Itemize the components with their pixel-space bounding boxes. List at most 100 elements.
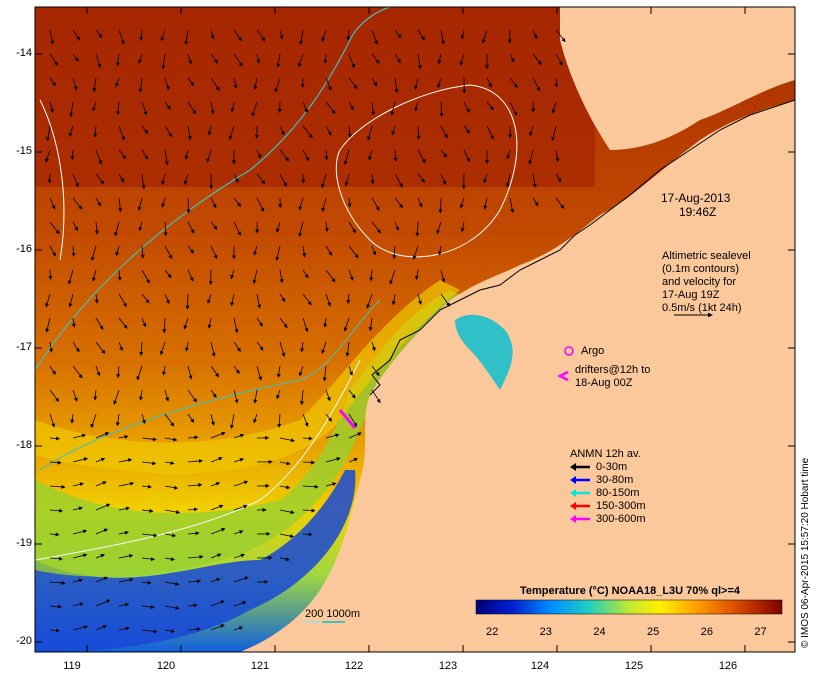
velocity-arrow <box>210 53 219 64</box>
velocity-arrow <box>532 173 537 188</box>
velocity-arrow <box>187 483 203 488</box>
velocity-arrow <box>210 29 215 40</box>
velocity-arrow <box>417 293 422 305</box>
velocity-arrow <box>343 149 350 166</box>
drifter-track <box>338 409 357 429</box>
velocity-arrow <box>481 29 488 44</box>
velocity-arrow <box>163 221 168 237</box>
velocity-arrow <box>509 197 515 214</box>
velocity-arrow <box>141 484 152 489</box>
velocity-arrow <box>49 365 56 375</box>
velocity-arrow <box>279 437 295 443</box>
velocity-arrow <box>233 626 244 631</box>
velocity-arrow <box>233 221 241 236</box>
velocity-arrow <box>187 554 204 559</box>
drifter-legend-marker <box>557 370 569 382</box>
land-top <box>560 7 795 150</box>
velocity-arrow <box>49 53 59 66</box>
velocity-arrow <box>164 461 175 465</box>
velocity-arrow <box>551 101 557 114</box>
velocity-arrow <box>256 197 265 212</box>
velocity-arrow <box>187 125 192 141</box>
velocity-arrow <box>371 29 378 45</box>
velocity-arrow <box>532 77 541 92</box>
velocity-arrow <box>460 221 465 233</box>
velocity-arrow <box>279 125 285 136</box>
velocity-arrow <box>371 197 380 211</box>
velocity-arrow <box>164 293 170 305</box>
velocity-arrow <box>233 197 242 207</box>
velocity-arrow <box>187 531 200 536</box>
velocity-arrow <box>164 389 170 402</box>
velocity-arrow <box>414 269 419 280</box>
velocity-arrow <box>348 413 358 427</box>
velocity-arrow <box>141 317 147 328</box>
velocity-arrow <box>164 605 180 610</box>
x-tick-label: 119 <box>63 660 81 672</box>
velocity-arrow <box>49 580 66 585</box>
velocity-arrow <box>323 53 328 64</box>
velocity-arrow <box>369 269 374 282</box>
velocity-arrow <box>49 436 60 441</box>
velocity-arrow <box>72 625 88 631</box>
velocity-arrow <box>210 577 221 583</box>
velocity-arrow <box>72 553 88 559</box>
velocity-arrow <box>440 125 448 139</box>
velocity-arrow <box>141 557 156 562</box>
velocity-arrow <box>509 77 518 88</box>
velocity-arrow <box>140 245 145 259</box>
velocity-arrow <box>551 125 557 142</box>
velocity-arrow <box>298 221 304 238</box>
velocity-arrow <box>509 53 515 63</box>
velocity-arrow <box>49 389 60 402</box>
velocity-arrow <box>118 149 127 160</box>
velocity-arrow <box>118 481 135 487</box>
velocity-arrow <box>95 457 106 463</box>
velocity-arrow <box>141 173 146 190</box>
velocity-arrow <box>302 293 312 306</box>
velocity-arrow <box>210 482 221 487</box>
velocity-arrow <box>302 245 307 258</box>
velocity-arrow <box>277 413 282 428</box>
velocity-arrow <box>532 197 539 207</box>
velocity-arrow <box>187 53 192 65</box>
velocity-arrow <box>72 365 83 379</box>
argo-marker <box>564 346 574 356</box>
velocity-arrow <box>72 221 79 232</box>
velocity-arrow <box>70 413 75 424</box>
velocity-arrow <box>256 53 261 64</box>
velocity-arrow <box>161 197 166 208</box>
velocity-arrow <box>183 317 189 330</box>
velocity-arrow <box>94 293 99 304</box>
velocity-arrow <box>141 508 154 513</box>
velocity-arrow <box>321 197 327 213</box>
velocity-arrow <box>184 341 189 352</box>
velocity-arrow <box>325 269 336 283</box>
velocity-arrow <box>298 365 304 377</box>
drifter-label-2: 18-Aug 00Z <box>575 377 633 389</box>
velocity-arrow <box>414 101 419 112</box>
velocity-arrow <box>90 245 97 262</box>
velocity-arrow <box>233 173 239 184</box>
velocity-arrow <box>49 508 64 513</box>
velocity-arrow <box>394 197 403 209</box>
velocity-arrow <box>279 509 295 515</box>
x-tick-label: 125 <box>624 660 644 672</box>
velocity-arrow <box>230 293 235 307</box>
velocity-arrow <box>49 484 66 489</box>
velocity-arrow <box>207 317 212 329</box>
colorbar-title: Temperature (°C) NOAA18_L3U 70% ql>=4 <box>520 585 740 597</box>
velocity-arrow <box>417 197 423 208</box>
velocity-arrow <box>118 602 130 607</box>
velocity-arrow <box>72 341 80 353</box>
velocity-arrow <box>210 389 217 399</box>
velocity-arrow <box>95 576 108 583</box>
velocity-arrow <box>348 457 359 463</box>
velocity-arrow <box>71 317 76 328</box>
velocity-arrow <box>299 29 304 45</box>
velocity-arrow <box>72 53 79 62</box>
anmn-legend-item: 30-80m <box>570 473 646 486</box>
velocity-arrow <box>301 173 306 184</box>
velocity-arrow <box>69 101 74 118</box>
velocity-arrow <box>210 101 215 115</box>
